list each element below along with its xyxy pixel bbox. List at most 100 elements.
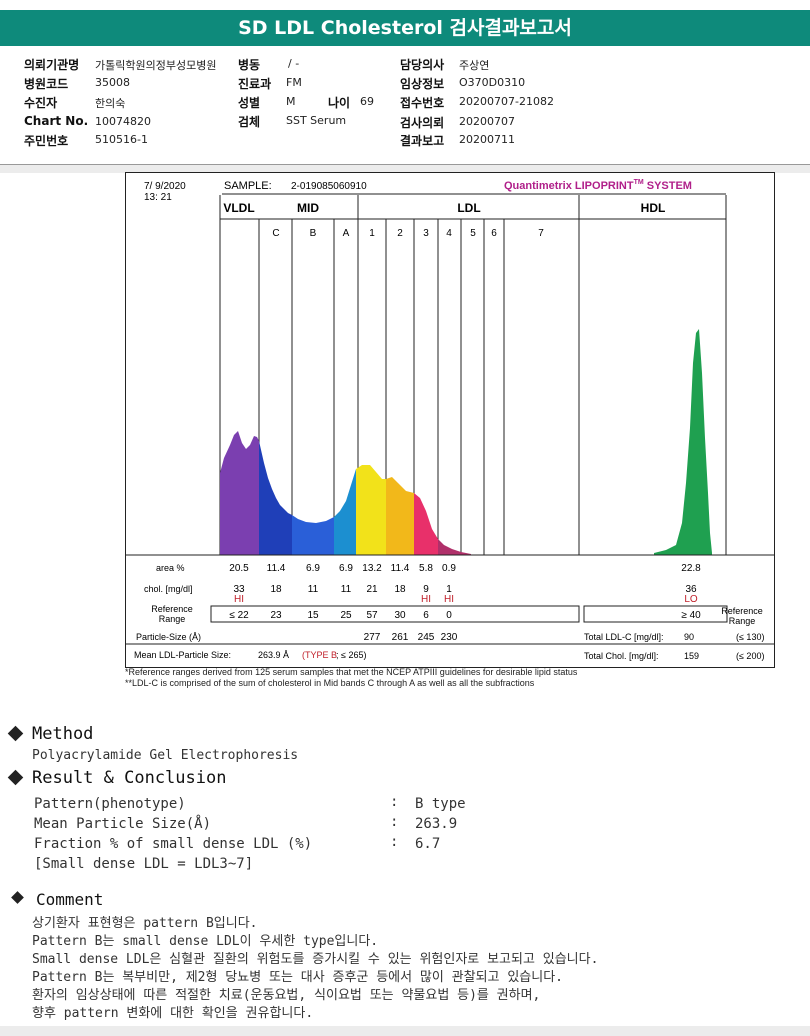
chol-flag: HI <box>234 594 244 605</box>
ref-values: ≤ 22 23 15 25 57 30 6 0 <box>229 610 452 621</box>
ref-value: ≤ 22 <box>229 610 249 621</box>
chol-value: 18 <box>270 584 282 595</box>
total-chol-ref: (≤ 200) <box>736 651 764 661</box>
sex-label: 성별 <box>238 96 261 110</box>
sample-label: SAMPLE: <box>224 180 272 192</box>
area-value: 11.4 <box>391 563 410 574</box>
specimen-label: 검체 <box>238 115 261 129</box>
result-label-size: Mean Particle Size(Å) <box>34 816 212 832</box>
comment-line: 상기환자 표현형은 pattern B입니다. <box>32 916 258 931</box>
diamond-bullet-icon <box>7 769 24 786</box>
request-value: 20200707 <box>459 115 515 128</box>
peak-hdl <box>654 329 712 555</box>
ref-right-1: Reference <box>721 606 763 616</box>
ref-hdl-box <box>583 605 728 623</box>
comment-line: Pattern B는 small dense LDL이 우세한 type입니다. <box>32 934 379 949</box>
area-label: area % <box>156 563 185 573</box>
peak-ldl-1 <box>356 465 386 555</box>
chol-value: 11 <box>341 584 352 595</box>
brand-main: Quantimetrix LIPOPRINT <box>504 180 634 192</box>
particle-values: 277 261 245 230 <box>364 632 458 643</box>
report-time: 13: 21 <box>144 192 172 203</box>
rrn-value: 510516-1 <box>95 133 148 146</box>
doctor-label: 담당의사 <box>400 58 445 72</box>
result-value-size: 263.9 <box>415 816 458 832</box>
comment-title: Comment <box>36 890 104 909</box>
total-chol-label: Total Chol. [mg/dl]: <box>584 651 659 661</box>
area-hdl: 22.8 <box>681 563 701 574</box>
band-label-3: 3 <box>423 228 429 239</box>
ref-value: 6 <box>423 610 429 621</box>
ref-value: 57 <box>366 610 378 621</box>
result-colon: : <box>390 834 399 850</box>
rrn-label: 주민번호 <box>24 134 69 148</box>
mean-ref: ; ≤ 265) <box>336 650 366 660</box>
ward-label: 병동 <box>238 58 261 72</box>
brand-name: Quantimetrix LIPOPRINTTM SYSTEM <box>504 179 692 192</box>
chol-value: 33 <box>233 584 245 595</box>
diamond-bullet-icon <box>11 891 24 904</box>
report-date-value: 20200711 <box>459 133 515 146</box>
comment-line: Pattern B는 복부비만, 제2형 당뇨병 또는 대사 증후군 등에서 많… <box>32 970 563 985</box>
peak-mid-b <box>292 515 334 555</box>
separator <box>0 165 810 173</box>
area-value: 11.4 <box>267 563 286 574</box>
age-value: 69 <box>360 95 374 108</box>
group-hdl: HDL <box>641 201 666 215</box>
ref-box <box>210 605 580 623</box>
ref-value: 23 <box>270 610 282 621</box>
ref-value: 30 <box>394 610 406 621</box>
total-ldl-label: Total LDL-C [mg/dl]: <box>584 632 664 642</box>
band-label-a: A <box>343 228 350 239</box>
patient-info-panel: 의뢰기관명 가톨릭학원의정부성모병원 병동 / - 담당의사 주상연 병원코드 … <box>0 50 810 165</box>
footnote-1: *Reference ranges derived from 125 serum… <box>125 667 578 677</box>
sex-value: M <box>286 95 296 108</box>
dept-label: 진료과 <box>238 77 272 91</box>
peak-mid-a <box>334 469 356 555</box>
band-label-7: 7 <box>538 228 544 239</box>
result-colon: : <box>390 814 399 830</box>
specimen-value: SST Serum <box>286 114 347 127</box>
chart-label: Chart No. <box>24 114 89 128</box>
diamond-bullet-icon <box>7 725 24 742</box>
sample-value: 2-019085060910 <box>291 181 367 192</box>
chol-value: 11 <box>308 584 319 595</box>
group-mid: MID <box>297 201 319 215</box>
patient-value: 한의숙 <box>95 97 126 110</box>
institution-value: 가톨릭학원의정부성모병원 <box>95 59 217 72</box>
chol-value: 21 <box>366 584 378 595</box>
band-label-6: 6 <box>491 228 497 239</box>
chol-hdl-flag: LO <box>684 594 698 605</box>
particle-label: Particle-Size (Å) <box>136 632 201 642</box>
result-label-fraction: Fraction % of small dense LDL (%) <box>34 836 313 852</box>
result-value-pattern: B type <box>415 796 466 812</box>
ref-value: 0 <box>446 610 452 621</box>
receipt-value: 20200707-21082 <box>459 95 554 108</box>
report-date-label: 결과보고 <box>400 134 445 148</box>
lipoprint-report: 7/ 9/2020 13: 21 SAMPLE: 2-019085060910 … <box>125 172 775 668</box>
hospital-code-value: 35008 <box>95 76 130 89</box>
ref-hdl: ≥ 40 <box>681 610 701 621</box>
particle-value: 245 <box>418 632 435 643</box>
clinical-label: 임상정보 <box>400 77 445 91</box>
band-label-c: C <box>272 228 279 239</box>
result-title: Result & Conclusion <box>32 768 227 788</box>
band-labels: C B A 1 2 3 4 5 6 7 <box>272 228 544 239</box>
chart-value: 10074820 <box>95 115 151 128</box>
area-value: 0.9 <box>442 563 456 574</box>
total-ldl-value: 90 <box>684 632 694 642</box>
band-label-1: 1 <box>369 228 375 239</box>
age-label: 나이 <box>328 96 351 110</box>
ref-value: 15 <box>307 610 319 621</box>
dept-value: FM <box>286 76 302 89</box>
comment-line: Small dense LDL은 심혈관 질환의 위험도를 증가시킬 수 있는 … <box>32 952 599 967</box>
peak-ldl-3 <box>414 493 438 555</box>
peak-mid-c <box>259 441 292 555</box>
ref-label-2: Range <box>159 614 186 624</box>
ward-value: / - <box>288 57 300 70</box>
band-label-5: 5 <box>470 228 476 239</box>
chol-value: 1 <box>446 584 452 595</box>
method-title: Method <box>32 724 94 744</box>
chol-hdl: 36 <box>685 584 697 595</box>
